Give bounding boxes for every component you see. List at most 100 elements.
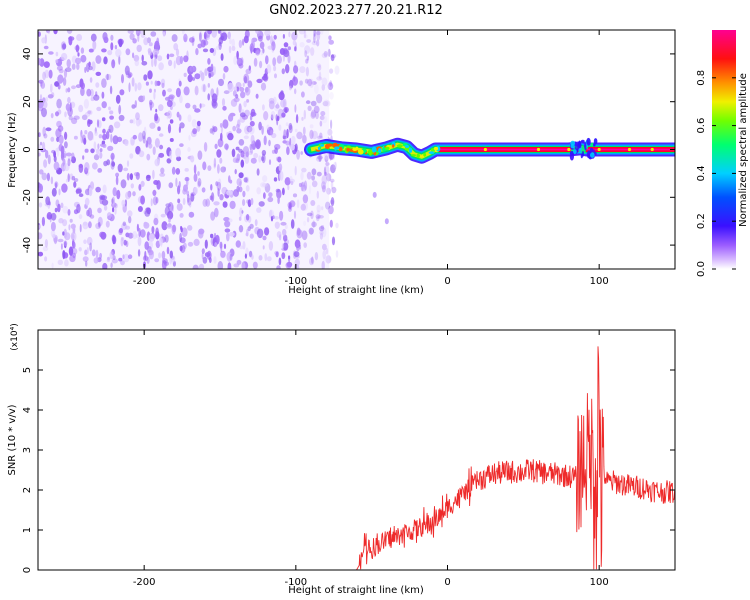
noise-speck xyxy=(301,184,307,192)
noise-speck xyxy=(325,248,329,255)
noise-speck xyxy=(77,52,80,57)
noise-speck xyxy=(172,224,177,233)
noise-speck xyxy=(229,179,233,184)
noise-speck xyxy=(219,251,227,259)
noise-speck xyxy=(46,30,50,33)
noise-speck xyxy=(107,145,114,151)
noise-speck xyxy=(95,71,102,76)
snr-ytick-label: 1 xyxy=(22,527,33,533)
noise-speck xyxy=(82,134,86,144)
noise-speck xyxy=(169,119,174,124)
noise-speck xyxy=(175,48,180,57)
noise-speck xyxy=(317,135,321,142)
noise-speck xyxy=(294,104,297,113)
noise-speck xyxy=(88,187,93,197)
noise-speck xyxy=(41,37,46,44)
noise-speck xyxy=(114,207,117,215)
noise-speck xyxy=(65,103,71,112)
noise-speck xyxy=(91,249,96,257)
snr-xlabel: Height of straight line (km) xyxy=(288,585,424,596)
noise-speck xyxy=(50,113,54,119)
spectrogram-xlabel: Height of straight line (km) xyxy=(288,285,424,296)
snr-xtick-label: 0 xyxy=(444,577,450,588)
noise-speck xyxy=(124,199,127,207)
noise-speck xyxy=(275,104,280,109)
noise-speck xyxy=(93,257,99,264)
noise-speck xyxy=(146,153,151,161)
noise-speck xyxy=(38,251,44,257)
noise-speck xyxy=(107,256,110,261)
noise-speck xyxy=(84,249,88,256)
noise-speck xyxy=(129,173,133,181)
noise-speck xyxy=(217,138,224,148)
noise-speck xyxy=(129,153,134,159)
noise-speck xyxy=(75,189,79,195)
noise-speck xyxy=(57,238,64,243)
noise-speck xyxy=(273,177,278,182)
noise-speck xyxy=(236,86,239,92)
signal-dot xyxy=(483,147,488,152)
noise-speck xyxy=(166,246,170,255)
noise-speck xyxy=(143,222,150,229)
noise-speck xyxy=(231,38,235,48)
noise-speck xyxy=(115,175,119,186)
noise-speck xyxy=(134,82,138,92)
signal-dot xyxy=(650,147,654,152)
noise-speck xyxy=(307,78,313,87)
noise-speck xyxy=(319,120,323,127)
noise-speck xyxy=(38,202,43,208)
noise-speck xyxy=(292,76,298,86)
noise-speck xyxy=(151,57,154,68)
noise-speck xyxy=(222,119,229,129)
noise-speck xyxy=(191,119,197,128)
snr-ytick-label: 4 xyxy=(22,407,33,413)
noise-speck xyxy=(167,88,173,93)
noise-speck xyxy=(57,74,64,84)
noise-speck xyxy=(39,169,44,175)
noise-speck xyxy=(111,258,118,264)
noise-speck xyxy=(55,59,59,64)
noise-speck xyxy=(295,114,299,124)
noise-speck xyxy=(316,216,320,222)
noise-speck xyxy=(300,151,304,155)
noise-speck xyxy=(253,152,259,159)
noise-speck xyxy=(209,128,213,134)
noise-speck xyxy=(310,47,315,56)
noise-speck xyxy=(81,114,88,121)
noise-speck xyxy=(219,194,224,201)
noise-speck xyxy=(171,166,176,175)
noise-speck xyxy=(192,104,197,110)
noise-speck xyxy=(60,145,65,155)
noise-speck xyxy=(160,213,166,218)
noise-speck xyxy=(84,111,91,117)
noise-speck xyxy=(287,46,291,51)
noise-speck xyxy=(260,49,264,56)
noise-speck xyxy=(132,38,137,44)
noise-speck xyxy=(325,255,332,264)
noise-speck xyxy=(162,31,166,37)
noise-speck xyxy=(50,83,53,93)
noise-speck xyxy=(84,66,87,73)
signal-dot xyxy=(627,147,632,152)
noise-speck xyxy=(321,206,324,211)
noise-speck xyxy=(38,31,41,37)
noise-speck xyxy=(316,210,320,216)
noise-speck xyxy=(73,178,79,182)
noise-speck xyxy=(102,143,107,148)
noise-speck xyxy=(105,73,112,81)
noise-speck xyxy=(115,48,122,58)
noise-speck xyxy=(43,45,49,50)
noise-speck xyxy=(320,225,325,230)
noise-speck xyxy=(165,203,171,208)
noise-speck xyxy=(268,100,275,110)
noise-speck xyxy=(159,172,166,177)
signal-blob xyxy=(584,142,587,151)
noise-speck xyxy=(158,237,163,246)
noise-speck xyxy=(152,196,158,206)
noise-speck xyxy=(235,94,239,99)
noise-speck xyxy=(318,226,325,232)
noise-speck xyxy=(71,63,76,70)
noise-speck xyxy=(316,31,321,41)
noise-speck xyxy=(154,115,160,124)
